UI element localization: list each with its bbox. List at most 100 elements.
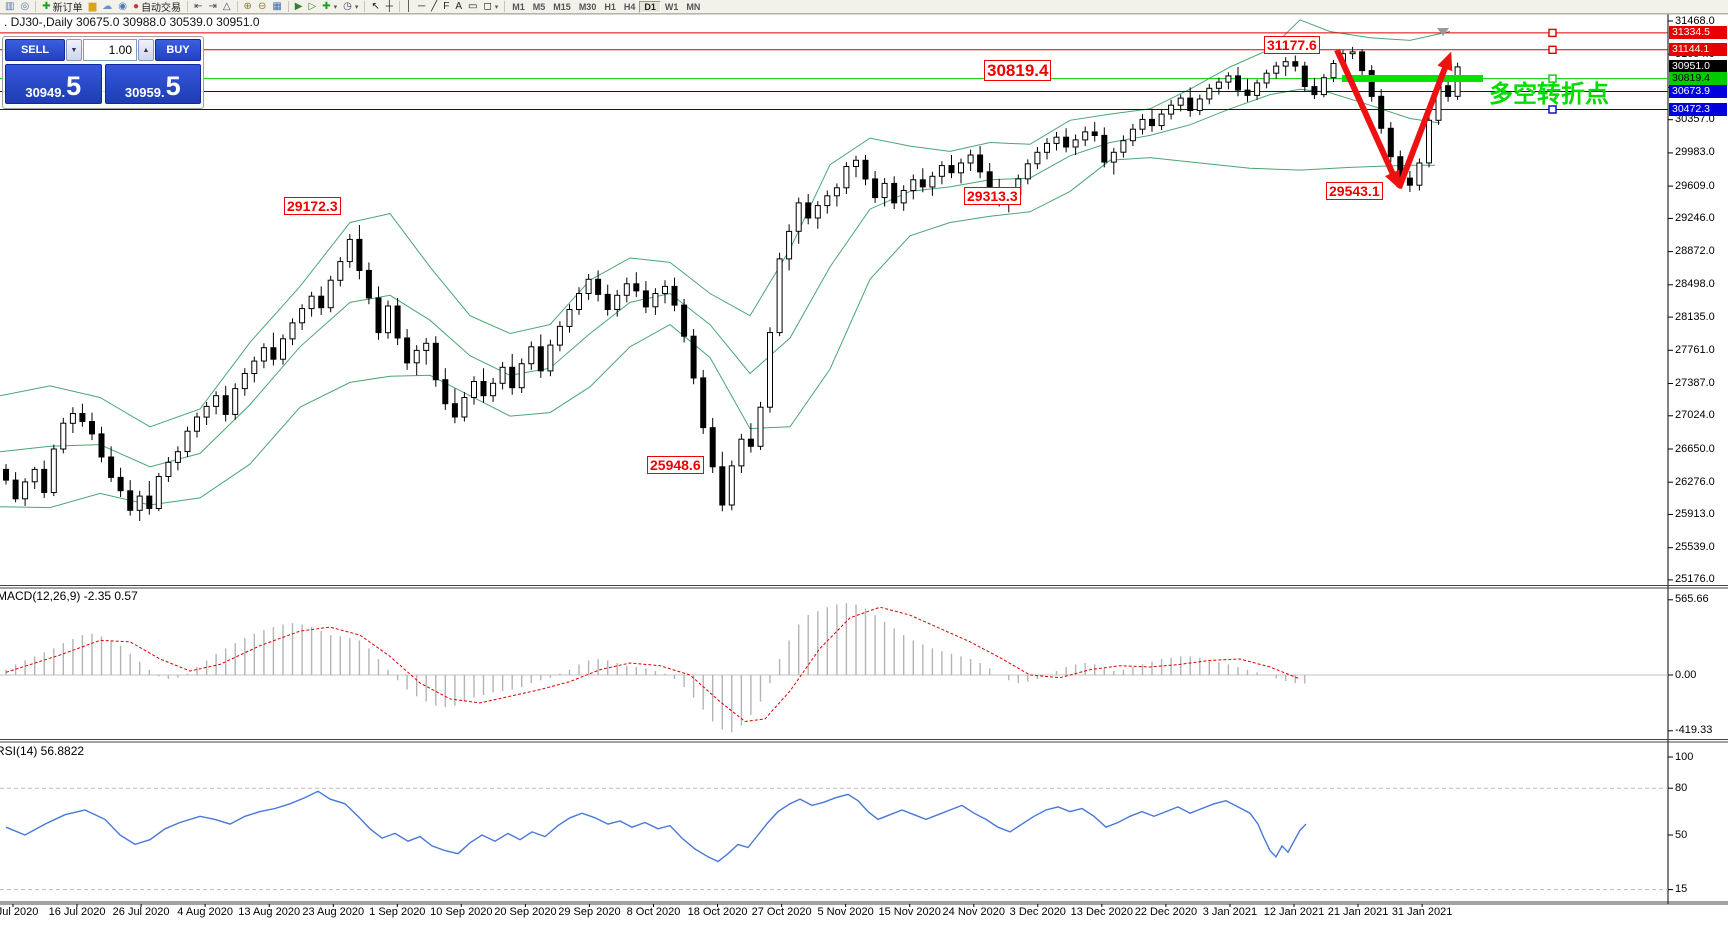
- timeframe-m1-button[interactable]: M1: [512, 1, 525, 12]
- candle: [1244, 89, 1251, 96]
- candle: [833, 187, 840, 197]
- zoom-preview-icon[interactable]: ◎: [17, 0, 32, 13]
- candle: [423, 342, 430, 351]
- lot-decrease-button[interactable]: ▼: [66, 39, 82, 61]
- candle: [60, 422, 67, 450]
- dock-left-icon[interactable]: ⇤: [191, 0, 205, 13]
- sell-button[interactable]: SELL: [5, 39, 65, 61]
- candle: [184, 430, 191, 453]
- vertical-line-tool-icon[interactable]: │: [403, 0, 415, 13]
- dropdown-caret-icon: ▾: [354, 3, 359, 11]
- timeframe-mn-button[interactable]: MN: [686, 1, 701, 12]
- candle: [1149, 118, 1155, 127]
- add-indicator-button[interactable]: ✚ ▾: [319, 0, 340, 13]
- fibonacci-tool-icon[interactable]: F: [440, 0, 452, 13]
- annotation-price-label: 29543.1: [1326, 182, 1383, 200]
- signal-icon[interactable]: ◉: [115, 0, 130, 13]
- text-tool-icon-glyph: A: [455, 1, 462, 12]
- timeframe-w1-button[interactable]: W1: [664, 1, 679, 12]
- new-order-glyph: ✚: [42, 1, 51, 12]
- zoom-in-icon[interactable]: ⊕: [241, 0, 255, 13]
- tile-windows-icon[interactable]: ▦: [269, 0, 284, 13]
- candle: [499, 366, 506, 384]
- timeframe-h4-button[interactable]: H4: [623, 1, 636, 12]
- period-button[interactable]: ◷ ▾: [340, 0, 361, 13]
- candle: [98, 433, 105, 458]
- text-tool-icon[interactable]: A: [452, 0, 465, 13]
- cloud-icon[interactable]: ☁: [99, 0, 115, 13]
- price-tick-label: 27387.0: [1675, 377, 1715, 390]
- timeframe-d1-button[interactable]: D1: [639, 0, 661, 13]
- candle: [1320, 77, 1327, 96]
- timeframe-m15-button[interactable]: M15: [553, 1, 571, 12]
- date-label: 4 Aug 2020: [177, 906, 233, 918]
- crosshair-tool-icon[interactable]: ┼: [383, 0, 396, 13]
- timeframe-h1-button[interactable]: H1: [604, 1, 616, 12]
- candle: [432, 342, 439, 381]
- price-tick-label: 29609.0: [1675, 179, 1715, 192]
- chart-window-icon[interactable]: ▥: [2, 0, 17, 13]
- rsi-scale-label: 80: [1675, 781, 1688, 794]
- lot-increase-button[interactable]: ▲: [138, 39, 154, 61]
- candle: [260, 347, 267, 362]
- candle: [786, 230, 793, 260]
- lot-size-input[interactable]: [83, 39, 137, 61]
- autotrade-button[interactable]: ● 自动交易: [130, 0, 184, 13]
- cursor-tool-icon[interactable]: ↖: [368, 0, 382, 13]
- shapes-tool-button[interactable]: ◻ ▾: [480, 0, 501, 13]
- macd-signal-line: [5, 606, 1301, 723]
- candle: [1282, 61, 1289, 67]
- chart-shift-icon[interactable]: ▷: [305, 0, 319, 13]
- price-badge: 30951.0: [1669, 60, 1727, 74]
- candle: [872, 178, 879, 199]
- date-label: 15 Nov 2020: [878, 906, 941, 918]
- dock-right-icon[interactable]: ⇥: [205, 0, 219, 13]
- price-tick-label: 27024.0: [1675, 409, 1715, 422]
- candle: [585, 278, 592, 294]
- sell-price-tile[interactable]: 30949. 5: [5, 64, 102, 104]
- zoom-out-icon[interactable]: ⊖: [255, 0, 269, 13]
- price-badge: 30673.9: [1669, 85, 1727, 99]
- candle: [490, 382, 497, 397]
- candle: [958, 162, 964, 174]
- auto-scale-icon[interactable]: △: [220, 0, 234, 13]
- gold-icon[interactable]: ▆: [86, 0, 100, 13]
- candle: [595, 278, 602, 295]
- candle: [853, 159, 859, 168]
- buy-price-tile[interactable]: 30959. 5: [104, 64, 201, 104]
- support-zone-bar: [1342, 75, 1483, 82]
- toolbar-item-label: 新订单: [52, 3, 83, 14]
- auto-scroll-icon[interactable]: ▶: [292, 0, 306, 13]
- macd-scale-label: 0.00: [1675, 668, 1697, 681]
- shapes-tool-glyph: ◻: [483, 1, 492, 12]
- candle: [222, 395, 229, 415]
- price-tick-label: 25176.0: [1675, 573, 1715, 586]
- candle: [31, 468, 38, 483]
- candle: [194, 416, 200, 432]
- candle: [1187, 97, 1194, 111]
- label-tool-icon-glyph: ▭: [467, 1, 478, 12]
- date-label: 5 Nov 2020: [817, 906, 874, 918]
- candle: [117, 476, 124, 492]
- date-label: 20 Sep 2020: [494, 906, 557, 918]
- buy-button[interactable]: BUY: [155, 39, 201, 61]
- timeframe-m5-button[interactable]: M5: [532, 1, 546, 12]
- new-order-button[interactable]: ✚ 新订单: [39, 0, 85, 13]
- label-tool-icon[interactable]: ▭: [465, 0, 480, 13]
- date-label: 29 Sep 2020: [558, 906, 621, 918]
- price-badge: 30472.3: [1669, 102, 1727, 116]
- candle: [1406, 177, 1413, 186]
- trendline-tool-icon[interactable]: ╱: [428, 0, 440, 13]
- candle: [289, 322, 296, 340]
- candle: [614, 294, 621, 310]
- date-label: 22 Dec 2020: [1134, 906, 1198, 918]
- candle: [1206, 87, 1213, 100]
- horizontal-line-tool-icon[interactable]: ─: [415, 0, 428, 13]
- annotation-note: 多空转折点: [1489, 81, 1609, 108]
- price-tick-label: 27761.0: [1675, 343, 1715, 356]
- macd-indicator-label: MACD(12,26,9) -2.35 0.57: [0, 589, 138, 603]
- candle: [700, 377, 707, 429]
- timeframe-m30-button[interactable]: M30: [578, 1, 597, 12]
